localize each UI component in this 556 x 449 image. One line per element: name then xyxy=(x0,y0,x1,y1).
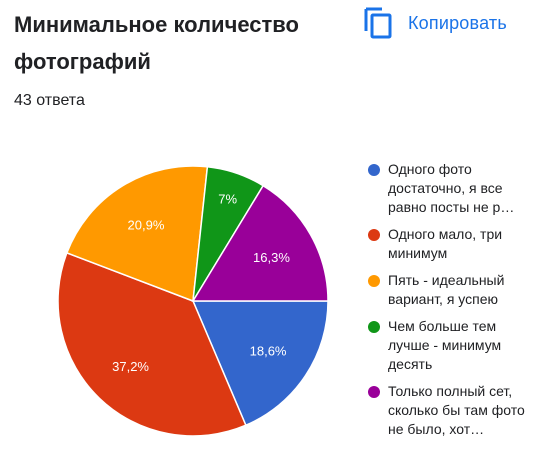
legend-item-5[interactable]: Только полный сет, сколько бы там фото н… xyxy=(368,382,550,439)
legend-swatch xyxy=(368,164,380,176)
legend-swatch xyxy=(368,321,380,333)
pie-slice-2[interactable] xyxy=(57,251,247,437)
slice-value-label-1: 18,6% xyxy=(250,344,287,359)
slice-value-label-4: 7% xyxy=(218,192,237,207)
copy-button-label: Копировать xyxy=(408,12,507,33)
pie-chart: 18,6% 37,2% 20,9% 7% 16,3% xyxy=(57,165,329,437)
legend-swatch xyxy=(368,229,380,241)
slice-value-label-3: 20,9% xyxy=(128,217,165,232)
pie-slice-1[interactable] xyxy=(191,300,329,427)
legend-label: Одного фото достаточно, я все равно пост… xyxy=(388,161,515,215)
pie-slice-5[interactable] xyxy=(191,184,329,302)
legend-label: Пять - идеальный вариант, я успею xyxy=(388,272,505,307)
legend-item-2[interactable]: Одного мало, три минимум xyxy=(368,225,550,263)
legend-label: Одного мало, три минимум xyxy=(388,226,503,261)
legend-item-4[interactable]: Чем больше тем лучше - минимум десять xyxy=(368,317,550,374)
legend-item-1[interactable]: Одного фото достаточно, я все равно пост… xyxy=(368,160,550,217)
pie-slice-3[interactable] xyxy=(65,165,209,303)
slice-value-label-2: 37,2% xyxy=(112,359,149,374)
legend-label: Чем больше тем лучше - минимум десять xyxy=(388,318,502,372)
chart-title: Минимальное количество фотографий xyxy=(14,12,299,74)
response-count: 43 ответа xyxy=(14,92,85,109)
copy-button[interactable]: Копировать xyxy=(364,4,507,42)
legend-swatch xyxy=(368,275,380,287)
copy-icon xyxy=(364,7,392,39)
legend-label: Только полный сет, сколько бы там фото н… xyxy=(388,383,525,437)
legend-swatch xyxy=(368,386,380,398)
slice-value-label-5: 16,3% xyxy=(253,250,290,265)
chart-legend: Одного фото достаточно, я все равно пост… xyxy=(368,160,550,447)
legend-item-3[interactable]: Пять - идеальный вариант, я успею xyxy=(368,271,550,309)
